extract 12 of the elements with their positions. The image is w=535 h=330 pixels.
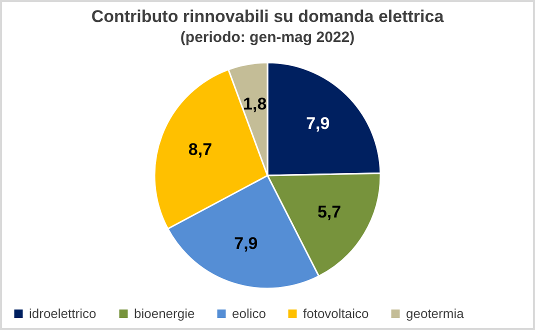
chart-subtitle: (periodo: gen-mag 2022): [180, 29, 355, 46]
legend-label: geotermia: [406, 306, 465, 321]
legend-label: idroelettrico: [29, 306, 96, 321]
data-label: 7,9: [306, 114, 330, 134]
data-label: 5,7: [317, 202, 342, 222]
legend-label: fotovoltaico: [303, 306, 369, 321]
legend-label: eolico: [232, 306, 266, 321]
legend-label: bioenergie: [134, 306, 195, 321]
data-label: 7,9: [234, 234, 258, 254]
data-label: 8,7: [188, 140, 212, 159]
data-label: 1,8: [243, 94, 267, 114]
chart-title: Contributo rinnovabili su domanda elettrica: [91, 7, 444, 26]
